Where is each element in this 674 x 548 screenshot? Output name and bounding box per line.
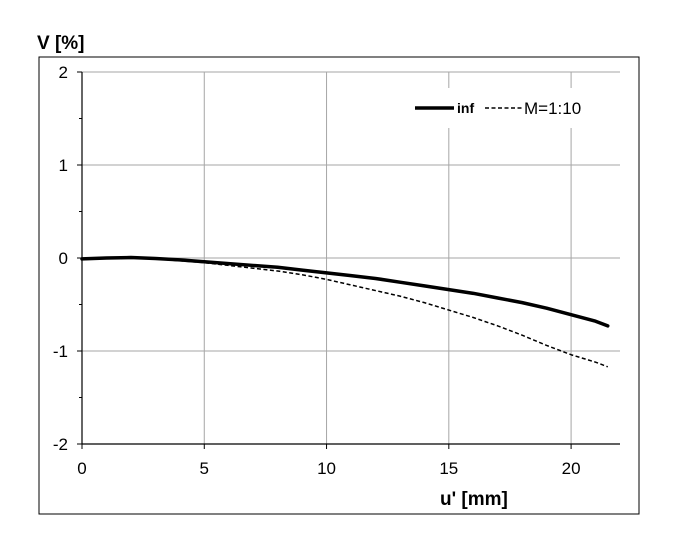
legend-label-m-1-10: M=1:10 <box>524 99 581 118</box>
x-tick-label: 20 <box>562 459 581 478</box>
y-tick-label: -1 <box>53 342 68 361</box>
chart-frame <box>38 56 640 515</box>
y-tick-label: 1 <box>59 156 68 175</box>
x-tick-label: 10 <box>317 459 336 478</box>
x-axis-title: u' [mm] <box>440 489 508 510</box>
series-lines <box>80 255 610 368</box>
y-tick-label: -2 <box>53 435 68 454</box>
series-line-m-1-10 <box>81 256 609 368</box>
tick-labels: 0 5 10 15 20 -2 -1 0 1 2 <box>53 63 581 478</box>
y-tick-label: 2 <box>59 63 68 82</box>
y-tick-label: 0 <box>59 249 68 268</box>
y-axis-title: V [%] <box>37 33 85 54</box>
legend-label-inf: inf <box>457 100 474 116</box>
x-tick-label: 15 <box>439 459 458 478</box>
series-line-inf <box>80 255 610 328</box>
x-tick-label: 0 <box>77 459 86 478</box>
grid-lines <box>82 71 620 444</box>
x-tick-label: 5 <box>200 459 209 478</box>
